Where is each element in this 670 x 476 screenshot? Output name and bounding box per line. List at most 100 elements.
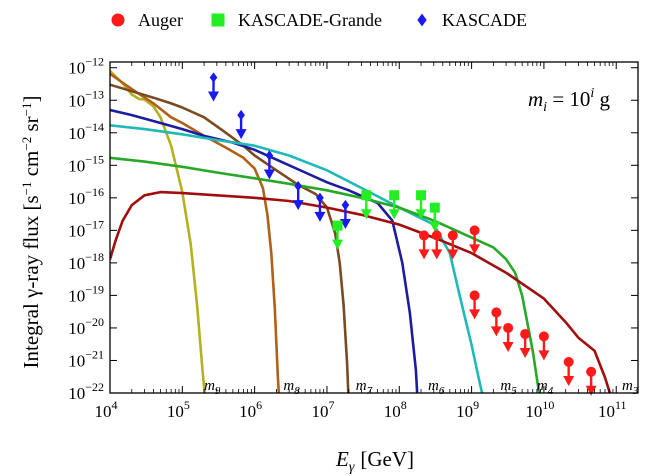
legend-item-kascade-grande: KASCADE-Grande [211, 10, 382, 30]
upper-limit-arrowhead [447, 249, 459, 260]
upper-limit-marker [520, 329, 531, 340]
y-tick-label: 10−16 [68, 185, 104, 208]
x-tick-label: 105 [167, 398, 190, 421]
mass-annotation: mi = 10i g [528, 86, 611, 115]
upper-limit-auger-9 [563, 356, 575, 386]
legend-label: KASCADE-Grande [238, 10, 382, 30]
upper-limit-arrowhead [469, 309, 481, 320]
x-axis-title: Eγ [GeV] [335, 447, 414, 475]
upper-limit-arrowhead [360, 209, 372, 220]
legend-item-auger: Auger [111, 10, 183, 30]
curve-label-m6: m6 [428, 378, 445, 397]
curve-label-m3: m3 [622, 378, 639, 397]
upper-limit-auger-0 [418, 230, 430, 260]
upper-limit-arrowhead [263, 169, 275, 180]
upper-limit-auger-5 [490, 307, 502, 337]
upper-limit-kascade-1 [235, 109, 247, 140]
upper-limit-arrowhead [235, 129, 247, 140]
upper-limit-kascade-grande-4 [429, 202, 441, 232]
upper-limit-marker [563, 356, 574, 367]
upper-limit-arrowhead [585, 385, 597, 396]
svg-text:mi = 10i g: mi = 10i g [528, 86, 611, 115]
upper-limit-arrowhead [314, 211, 326, 222]
upper-limit-arrowhead [563, 375, 575, 386]
y-tick-label: 10−13 [68, 87, 104, 110]
upper-limit-arrowhead [502, 341, 514, 352]
upper-limit-marker [389, 190, 400, 201]
upper-limit-kascade-2 [263, 150, 275, 180]
y-tick-label: 10−18 [68, 250, 104, 273]
y-tick-label: 10−21 [68, 347, 104, 370]
upper-limit-arrowhead [332, 239, 344, 250]
curve-label-m8: m8 [283, 378, 300, 397]
curve-label-m4: m4 [537, 378, 554, 397]
svg-text:Eγ[GeV]: Eγ [GeV] [335, 447, 414, 475]
upper-limit-auger-4 [469, 290, 481, 320]
upper-limit-arrowhead [388, 209, 400, 220]
curve-m7 [110, 83, 350, 393]
upper-limit-marker [503, 322, 514, 333]
legend-item-kascade: KASCADE [417, 10, 527, 30]
upper-limit-auger-10 [585, 366, 597, 396]
x-tick-label: 104 [95, 398, 118, 421]
upper-limit-auger-2 [447, 230, 459, 260]
y-tick-label: 10−20 [68, 315, 104, 338]
upper-limit-arrowhead [429, 221, 441, 232]
upper-limit-kascade-5 [339, 199, 351, 230]
curve-m3 [110, 190, 612, 393]
upper-limit-marker [469, 225, 480, 236]
legend-label: Auger [138, 10, 183, 30]
upper-limit-arrowhead [538, 350, 550, 361]
upper-limit-kascade-grande-1 [360, 190, 372, 220]
curve-label-m7: m7 [356, 378, 373, 397]
upper-limit-marker [332, 220, 343, 231]
upper-limit-kascade-grande-0 [332, 220, 344, 250]
upper-limit-marker [491, 307, 502, 318]
upper-limit-marker [431, 230, 442, 241]
upper-limit-arrowhead [418, 249, 430, 260]
plot-frame [109, 61, 639, 394]
upper-limit-arrowhead [490, 326, 502, 337]
upper-limit-auger-3 [469, 225, 481, 255]
upper-limit-marker [469, 290, 480, 301]
y-tick-label: 10−22 [68, 380, 104, 403]
y-tick-label: 10−12 [68, 55, 104, 78]
upper-limit-auger-7 [519, 329, 531, 359]
upper-limit-arrowhead [415, 209, 427, 220]
upper-limit-marker [209, 72, 218, 83]
upper-limit-auger-1 [431, 230, 443, 260]
x-tick-label: 1010 [525, 398, 554, 421]
svg-text:Integral γ-ray flux [s−1 cm−2: Integral γ-ray flux [s−1 cm−2 sr−1] [19, 96, 43, 369]
curve-m9 [110, 69, 206, 393]
upper-limit-marker [265, 150, 274, 161]
upper-limit-arrowhead [339, 219, 351, 230]
upper-limit-kascade-4 [314, 192, 326, 222]
upper-limit-kascade-0 [208, 72, 220, 102]
upper-limit-arrowhead [431, 249, 443, 260]
upper-limit-arrowhead [519, 348, 531, 359]
upper-limit-marker [341, 199, 350, 211]
curve-label-m5: m5 [500, 378, 517, 397]
curve-m5 [110, 124, 484, 393]
y-axis-title: Integral γ-ray flux [s−1 cm−2 sr−1] [19, 96, 43, 369]
y-tick-label: 10−14 [68, 120, 104, 143]
x-tick-label: 106 [239, 398, 262, 421]
upper-limit-marker [586, 366, 597, 377]
upper-limit-marker [419, 230, 430, 241]
upper-limit-arrowhead [469, 244, 481, 255]
legend: Auger KASCADE-Grande KASCADE [111, 10, 527, 30]
plot-area: m9 m8 m7 m6 m5 m4 m3 104 105 106 107 108 109 1010 1011… [68, 55, 639, 421]
upper-limit-marker [316, 192, 324, 204]
x-tick-label: 108 [384, 398, 407, 421]
upper-limit-arrowhead [292, 200, 304, 211]
upper-limit-kascade-grande-2 [388, 190, 400, 220]
upper-limit-marker [361, 190, 372, 201]
upper-limit-marker [237, 109, 245, 121]
legend-marker-circle [111, 13, 125, 27]
y-tick-label: 10−17 [68, 217, 104, 240]
curve-m6 [110, 108, 419, 393]
upper-limit-kascade-3 [292, 180, 304, 211]
upper-limit-auger-6 [502, 322, 514, 352]
legend-marker-diamond [417, 13, 427, 27]
